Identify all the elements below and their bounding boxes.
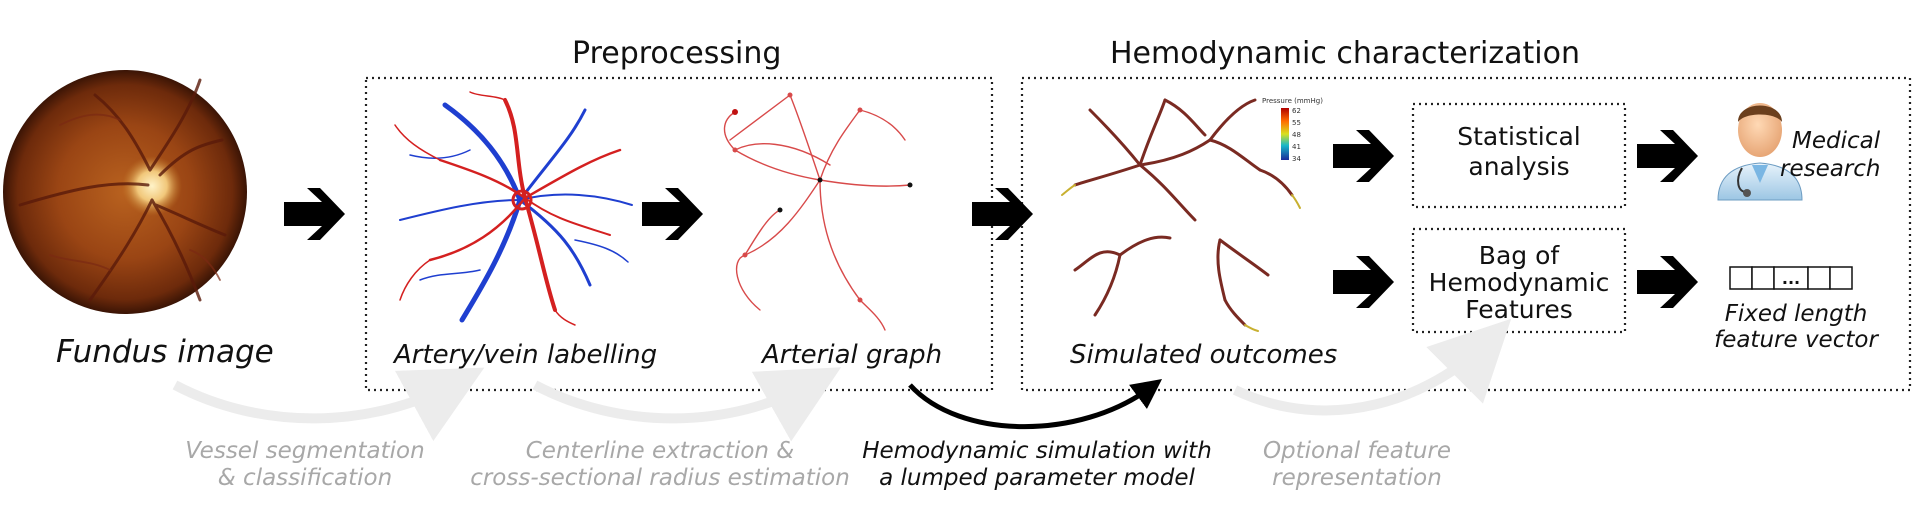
simulation-label-line2: a lumped parameter model [879, 465, 1195, 491]
arrow-simulation [908, 379, 1163, 430]
segmentation-label-line1: Vessel segmentation [185, 438, 424, 464]
hemodynamic-title: Hemodynamic characterization [1110, 36, 1580, 71]
arrow-graph-to-simulation [972, 188, 1033, 240]
legend-tick-4: 34 [1292, 155, 1301, 163]
optional-label-line1: Optional feature [1263, 438, 1451, 464]
segmentation-label-line2: & classification [218, 465, 392, 491]
legend-tick-1: 55 [1292, 119, 1301, 127]
bag-of-features-box [1411, 227, 1627, 334]
legend-title: Pressure (mmHg) [1262, 97, 1323, 105]
arrow-to-vector [1637, 256, 1698, 308]
medical-line1: Medical [1792, 128, 1881, 154]
arterial-graph-nodes [732, 92, 913, 303]
bag-line1: Bag of [1479, 241, 1561, 270]
simulated-outcomes-accent [1061, 184, 1301, 332]
legend-tick-2: 48 [1292, 131, 1301, 139]
simulated-outcomes-caption: Simulated outcomes [1070, 340, 1337, 370]
arrow-to-bag [1333, 256, 1394, 308]
fundus-image [3, 70, 247, 314]
feature-vector-icon [1729, 266, 1853, 290]
legend-tick-0: 62 [1292, 107, 1301, 115]
arrow-optional [1232, 318, 1512, 416]
simulation-label-line1: Hemodynamic simulation with [862, 438, 1212, 464]
fixed-line1: Fixed length [1725, 301, 1868, 327]
statistical-line1: Statistical [1457, 122, 1581, 151]
arrow-segmentation [172, 367, 485, 442]
preprocessing-box [364, 76, 994, 392]
centerline-label-line2: cross-sectional radius estimation [470, 465, 850, 491]
legend-tick-3: 41 [1292, 143, 1301, 151]
statistical-line2: analysis [1468, 152, 1569, 181]
bag-line2: Hemodynamic [1429, 268, 1610, 297]
bag-line3: Features [1465, 295, 1573, 324]
statistical-analysis-box [1411, 102, 1627, 209]
doctor-icon [1717, 103, 1803, 201]
arrow-to-statistical [1333, 130, 1394, 182]
arrow-centerline [532, 367, 842, 442]
centerline-label-line1: Centerline extraction & [526, 438, 795, 464]
pressure-legend: Pressure (mmHg) 62 55 48 41 34 [1262, 97, 1323, 163]
preprocessing-title: Preprocessing [572, 36, 781, 71]
arrow-to-medical [1637, 130, 1698, 182]
fixed-line2: feature vector [1714, 327, 1879, 353]
arterial-graph-caption: Arterial graph [760, 340, 942, 370]
arterial-graph-image [723, 94, 911, 331]
arrow-vessels-to-graph [642, 188, 703, 240]
artery-vein-image [394, 91, 633, 326]
simulated-outcomes-image [1073, 98, 1294, 327]
fundus-caption: Fundus image [56, 334, 274, 370]
arrow-fundus-to-preprocessing [284, 188, 345, 240]
artery-vein-caption: Artery/vein labelling [392, 340, 657, 370]
medical-line2: research [1780, 156, 1881, 182]
feature-vector-ellipsis: ... [1782, 269, 1800, 288]
optional-label-line2: representation [1272, 465, 1442, 491]
